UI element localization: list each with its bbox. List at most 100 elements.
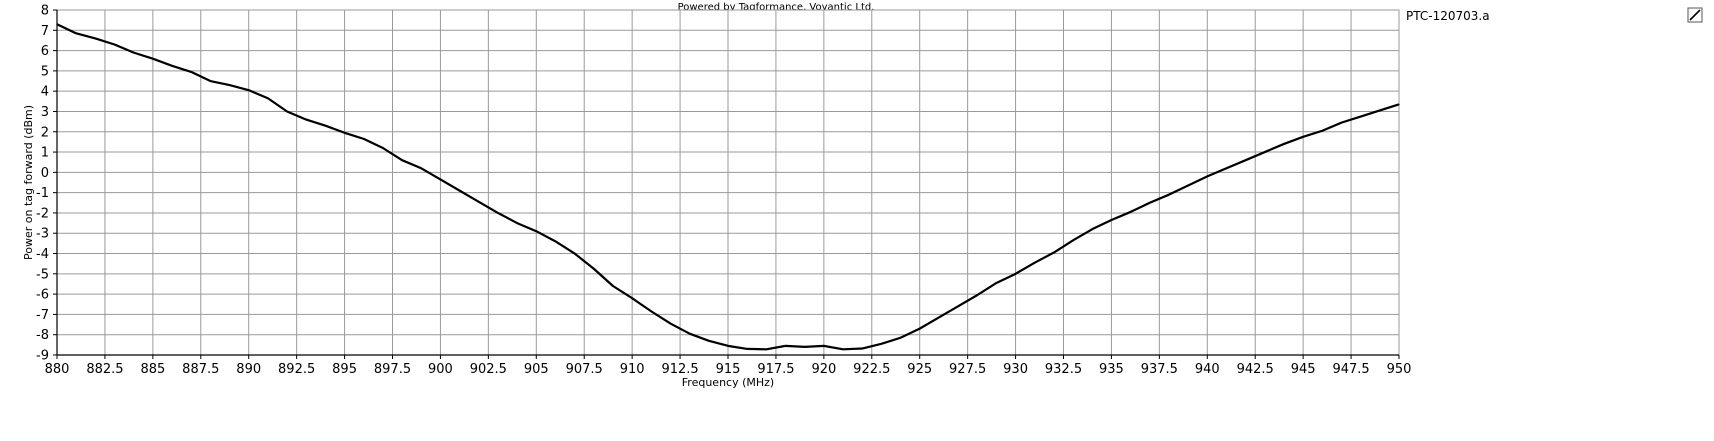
data-point: [363, 138, 365, 140]
data-point: [209, 80, 211, 82]
data-point: [957, 305, 959, 307]
data-point: [190, 71, 192, 73]
y-tick-label: 5: [41, 64, 49, 79]
x-axis: 880 882.5 885 887.5 890 892.5 895 897.5 900 902.5…: [45, 354, 1412, 377]
data-point: [1225, 167, 1228, 169]
y-tick-label: 4: [41, 85, 49, 100]
y-axis: 8 7 6 5 4 3 2 1 0 -1 -2 -3 -4 -5 -6 -7 -8 -9: [36, 4, 58, 364]
data-point: [727, 345, 729, 347]
x-tick-label: 900: [428, 362, 453, 377]
data-point: [631, 297, 633, 299]
data-point: [899, 337, 902, 339]
x-tick-label: 885: [140, 362, 165, 377]
legend-series-label: PTC-120703.a: [1406, 9, 1490, 23]
legend-swatch-line: [1689, 9, 1701, 21]
x-axis-label: Frequency (MHz): [682, 376, 774, 389]
data-point: [574, 252, 576, 255]
data-point: [995, 282, 998, 284]
data-point: [94, 37, 96, 40]
data-point: [439, 178, 442, 181]
legend-line-icon[interactable]: [1687, 7, 1703, 23]
data-point: [1091, 228, 1093, 230]
data-point: [1321, 130, 1323, 132]
data-point: [1340, 122, 1343, 124]
data-point: [171, 65, 173, 67]
y-tick-label: -5: [36, 267, 49, 282]
y-tick-label: 1: [41, 146, 49, 161]
x-tick-label: 945: [1291, 362, 1316, 377]
x-tick-label: 890: [236, 362, 261, 377]
data-point: [382, 147, 384, 149]
data-point: [1053, 251, 1055, 254]
y-tick-label: -2: [36, 206, 49, 221]
data-point: [478, 201, 480, 203]
y-tick-label: -9: [36, 349, 49, 364]
series-layer: [56, 23, 1400, 351]
data-point: [1283, 143, 1285, 145]
y-tick-label: 3: [41, 105, 49, 120]
data-point: [267, 97, 269, 99]
data-point: [1264, 151, 1266, 153]
data-point: [497, 212, 499, 214]
y-tick-label: -4: [36, 247, 49, 262]
data-point: [746, 348, 748, 350]
data-point: [535, 230, 537, 232]
grid: [56, 9, 1400, 356]
x-tick-label: 920: [811, 362, 836, 377]
data-point: [343, 132, 346, 134]
data-point: [1130, 211, 1132, 213]
data-point: [228, 84, 231, 86]
y-axis-label: Power on tag forward (dBm): [22, 105, 35, 260]
x-tick-label: 927.5: [949, 362, 986, 377]
data-point: [401, 159, 403, 161]
data-point: [1187, 184, 1189, 187]
data-point: [420, 167, 422, 169]
data-point: [650, 310, 652, 312]
y-tick-label: 8: [41, 4, 49, 19]
y-tick-label: 6: [41, 44, 49, 59]
data-point: [1360, 115, 1362, 118]
x-tick-label: 895: [332, 362, 357, 377]
x-tick-label: 912.5: [661, 362, 698, 377]
data-point: [919, 328, 921, 330]
data-point: [784, 345, 787, 347]
data-point: [593, 268, 595, 270]
data-point: [56, 23, 58, 25]
data-point: [976, 294, 978, 296]
x-tick-label: 940: [1195, 362, 1220, 377]
data-point: [1034, 262, 1036, 264]
data-point: [880, 343, 882, 345]
data-point: [823, 345, 825, 347]
data-point: [689, 333, 691, 335]
data-point: [1398, 103, 1400, 105]
x-tick-label: 910: [620, 362, 645, 377]
x-tick-label: 950: [1387, 362, 1412, 377]
data-point: [1014, 273, 1017, 275]
data-point: [1206, 175, 1208, 178]
data-point: [459, 190, 461, 192]
data-point: [248, 89, 250, 91]
data-point: [1072, 239, 1074, 241]
x-tick-label: 882.5: [86, 362, 123, 377]
data-point: [324, 125, 326, 127]
data-point: [305, 118, 307, 121]
data-point: [554, 240, 557, 242]
data-point: [765, 348, 767, 350]
data-point: [861, 347, 863, 350]
x-tick-label: 907.5: [566, 362, 603, 377]
y-tick-label: -3: [36, 227, 49, 242]
data-point: [842, 348, 844, 350]
credit-text: Powered by Tagformance, Voyantic Ltd.: [678, 2, 875, 13]
x-tick-label: 917.5: [757, 362, 794, 377]
x-tick-label: 942.5: [1237, 362, 1274, 377]
y-tick-label: 0: [41, 166, 49, 181]
data-point: [1168, 194, 1170, 196]
x-tick-label: 915: [716, 362, 741, 377]
x-tick-label: 925: [907, 362, 932, 377]
x-tick-label: 892.5: [278, 362, 315, 377]
y-tick-label: 7: [41, 24, 49, 39]
data-point: [708, 340, 710, 342]
data-point: [75, 32, 77, 34]
y-tick-label: -7: [36, 308, 49, 323]
